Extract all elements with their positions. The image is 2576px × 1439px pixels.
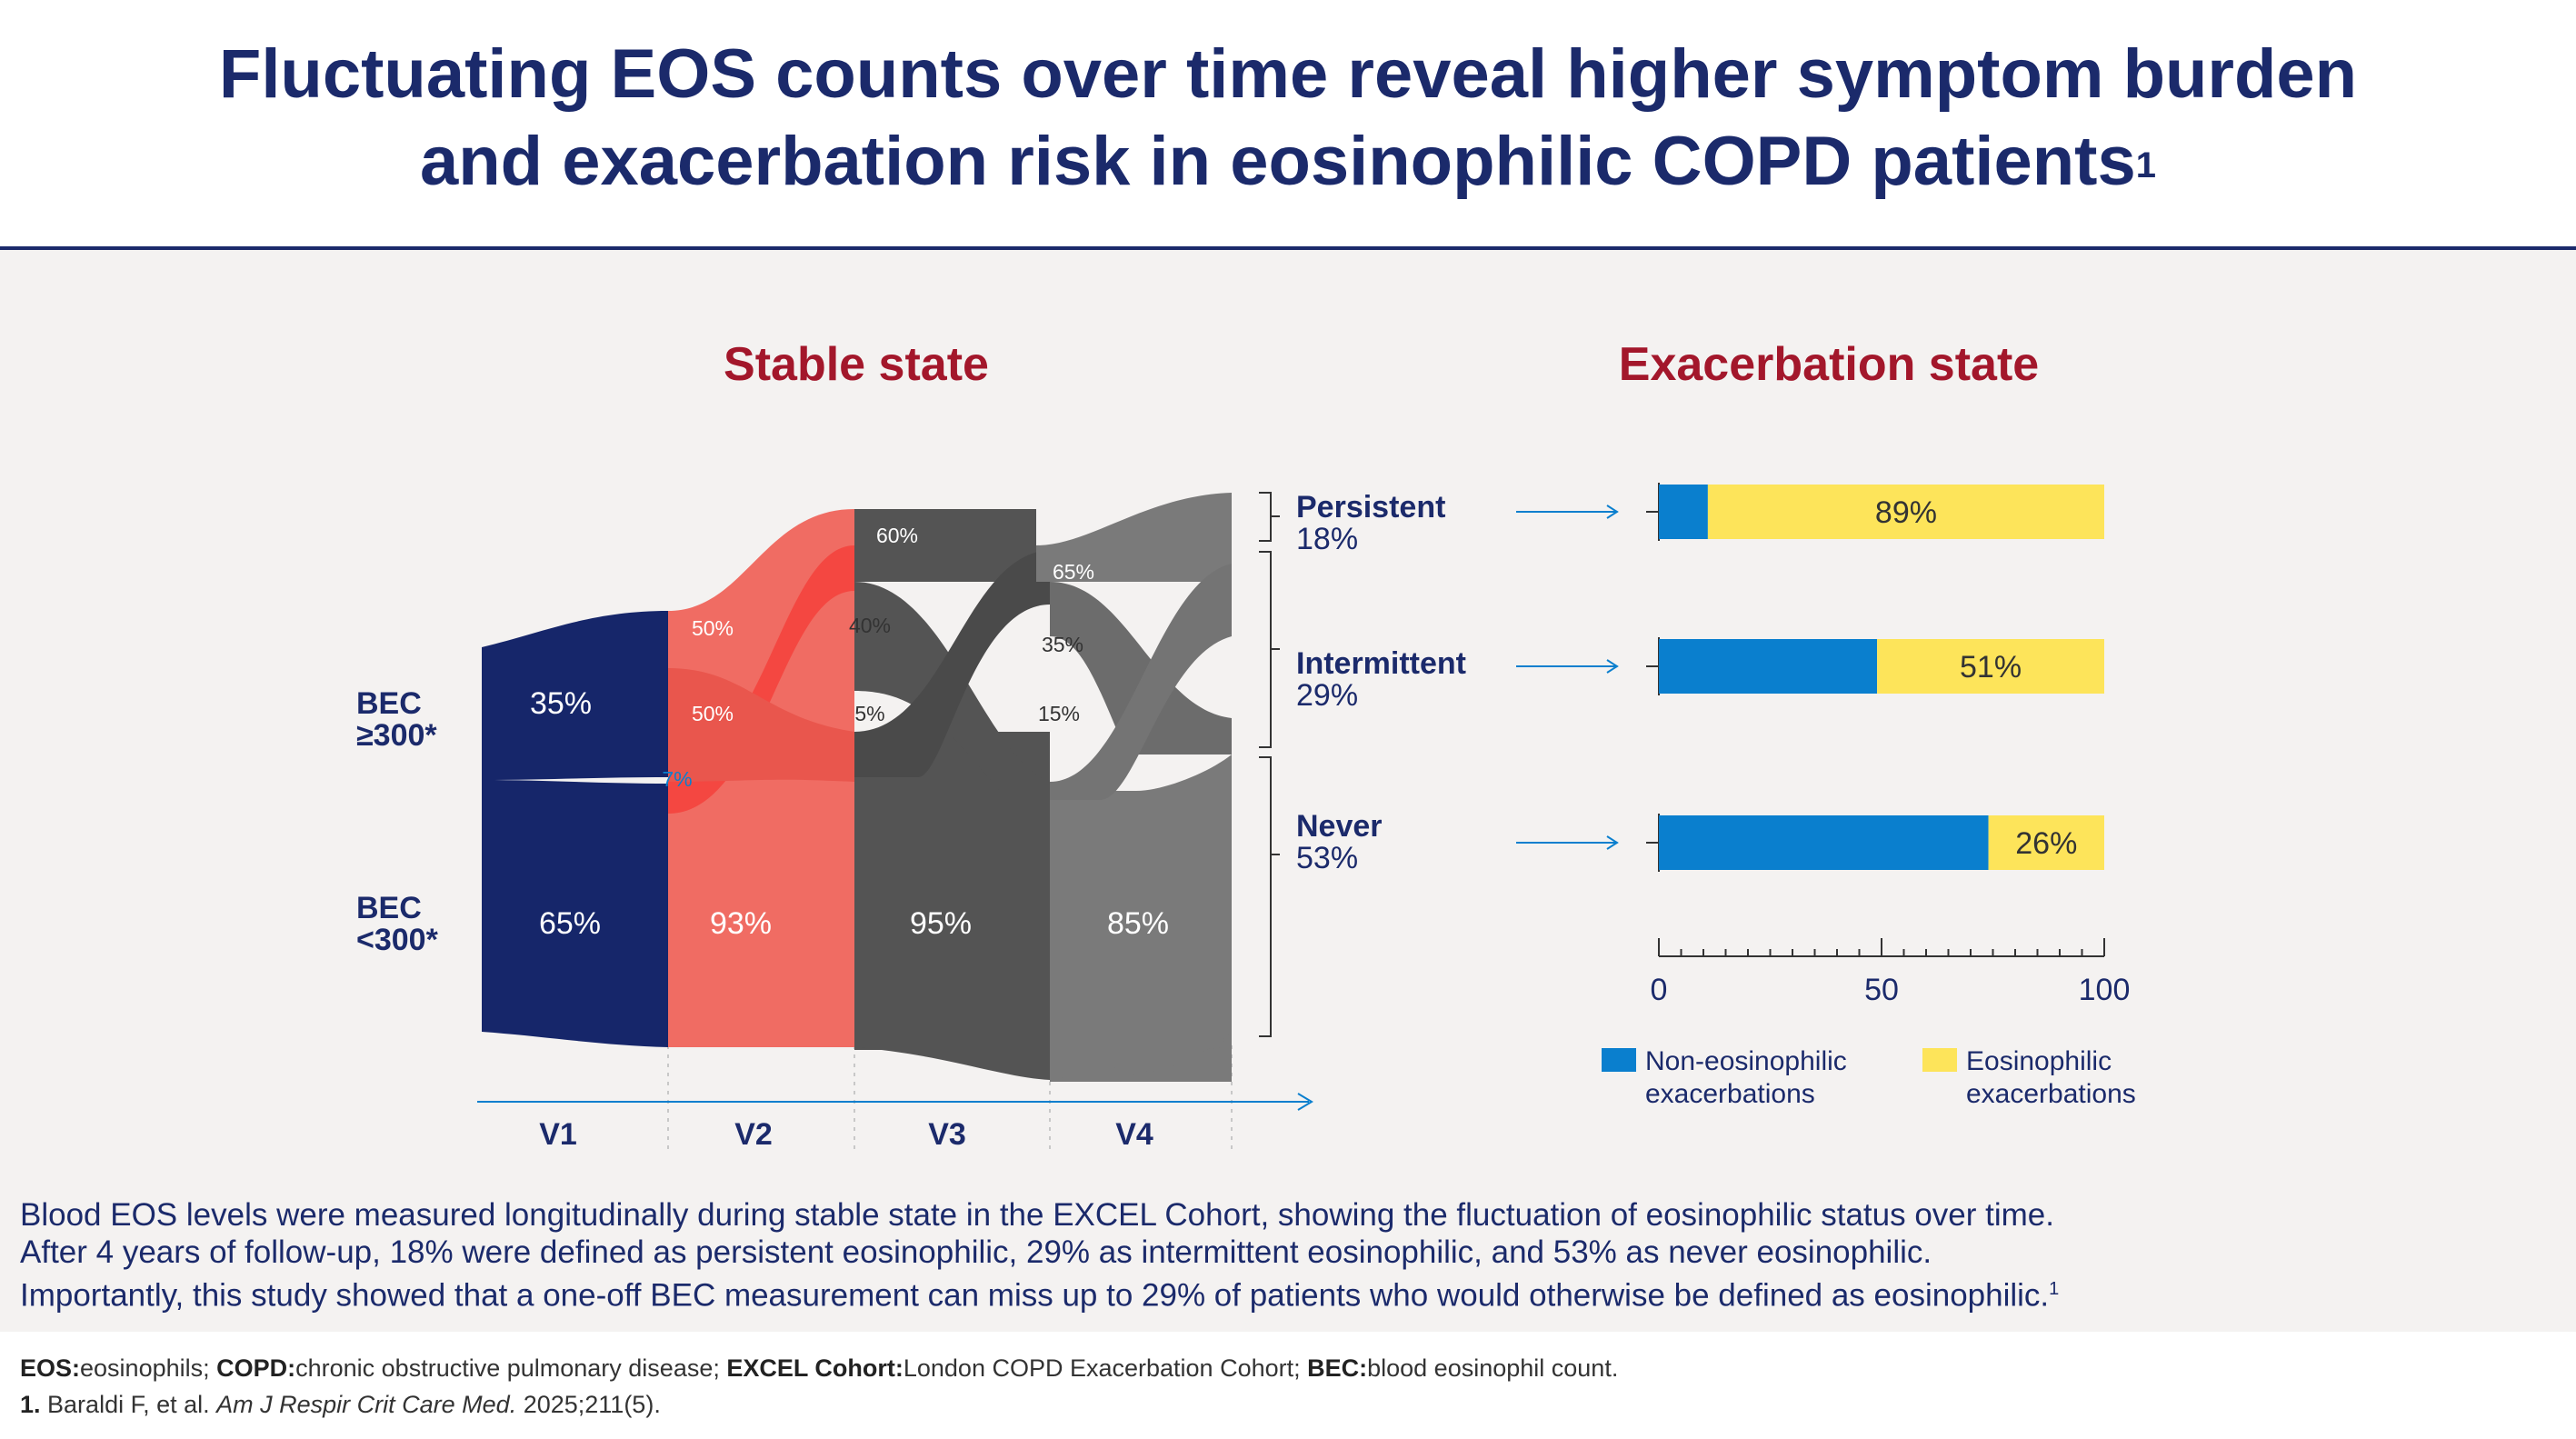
group-persistent-pct: 18% — [1296, 522, 1358, 556]
visit-v1: V1 — [539, 1117, 577, 1152]
v3-top-pct: 60% — [876, 524, 918, 547]
bar-persistent-non-eos — [1659, 485, 1708, 539]
bec-high-line2: ≥300* — [356, 718, 437, 753]
v2-high-mid-shade — [668, 668, 854, 782]
x-tick-label-0: 0 — [1651, 973, 1668, 1007]
v4-low-up-pct: 15% — [1038, 702, 1080, 725]
legend-non-eos-line1: Non-eosinophilic — [1645, 1046, 1847, 1076]
summary-line-3: Importantly, this study showed that a on… — [20, 1277, 2060, 1314]
legend-swatch-non-eos — [1602, 1048, 1636, 1072]
v4-low-up-flow — [1050, 564, 1232, 800]
v3-low-up-pct: 5% — [854, 702, 884, 725]
v1-high-block — [482, 611, 668, 780]
v4-top-pct: 65% — [1053, 560, 1094, 584]
exacerbation-state-heading: Exacerbation state — [1619, 338, 2039, 391]
exacerbation-bar-chart: 89% 51% 26% — [1646, 483, 2104, 872]
reference: 1. Baraldi F, et al. Am J Respir Crit Ca… — [20, 1391, 661, 1418]
v2-up-from-low-pct: 7% — [662, 767, 692, 791]
stream-small-labels: 50% 50% 7% 60% 40% 5% 65% 35% 15% — [662, 524, 1094, 791]
footer — [0, 1332, 2576, 1439]
group-persistent-name: Persistent — [1296, 490, 1445, 525]
chart-panel — [0, 250, 2576, 1332]
legend-non-eos-line2: exacerbations — [1645, 1079, 1815, 1109]
visit-v4: V4 — [1115, 1117, 1153, 1152]
visit-labels: V1 V2 V3 V4 — [539, 1117, 1153, 1152]
legend-swatch-eos — [1922, 1048, 1957, 1072]
bar-data-label-never: 26% — [2015, 826, 2077, 861]
v2-high-up-pct: 50% — [692, 616, 734, 640]
v3-mid-pct: 40% — [849, 614, 891, 637]
v2-high-mid-pct: 50% — [692, 702, 734, 725]
summary-line-2: After 4 years of follow-up, 18% were def… — [20, 1234, 1932, 1270]
x-tick-label-100: 100 — [2079, 973, 2131, 1007]
summary-line-1: Blood EOS levels were measured longitudi… — [20, 1197, 2054, 1233]
stream-main-labels: 35% 65% 93% 95% 85% — [530, 686, 1169, 941]
bar-data-label-persistent: 89% — [1875, 495, 1937, 530]
time-axis — [477, 1093, 1313, 1111]
bec-high-line1: BEC — [356, 686, 422, 721]
bar-x-ticks — [1658, 938, 2105, 956]
legend-eos-line2: exacerbations — [1966, 1079, 2136, 1109]
group-intermittent-name: Intermittent — [1296, 646, 1466, 681]
group-intermittent-pct: 29% — [1296, 678, 1358, 713]
v2-high-up-flow — [668, 509, 854, 668]
v1-low-pct: 65% — [539, 906, 601, 941]
v4-top-down-flow — [1050, 582, 1232, 754]
group-labels: Persistent 18% Intermittent 29% Never 53… — [1296, 490, 1466, 875]
bar-never-eos — [1988, 815, 2104, 870]
v4-mid-pct: 35% — [1042, 633, 1083, 656]
v3-bottom — [854, 1047, 1050, 1080]
page-title: Fluctuating EOS counts over time reveal … — [218, 35, 2358, 200]
bec-low-line2: <300* — [356, 923, 439, 957]
v3-low-up-flow — [854, 550, 1050, 777]
bec-labels: BEC ≥300* BEC <300* — [356, 686, 439, 957]
v3-top-block — [854, 509, 1036, 582]
group-never-name: Never — [1296, 809, 1383, 844]
header: Fluctuating EOS counts over time reveal … — [0, 0, 2576, 247]
bar-x-tick-labels: 0 50 100 — [1651, 973, 2131, 1007]
summary-text: Blood EOS levels were measured longitudi… — [20, 1196, 2547, 1314]
group-brackets — [1259, 492, 1280, 1037]
bar-data-label-intermittent: 51% — [1960, 650, 2022, 685]
bar-intermittent-non-eos — [1659, 639, 1878, 694]
v4-right-edge — [1136, 493, 1232, 1073]
visit-v2: V2 — [734, 1117, 773, 1152]
stable-state-heading: Stable state — [724, 338, 989, 391]
bec-low-line1: BEC — [356, 891, 422, 925]
v3-low-pct: 95% — [910, 906, 972, 941]
v2-low-up-flow — [668, 545, 854, 814]
v1-high-pct: 35% — [530, 686, 592, 721]
bar-intermittent-eos — [1877, 639, 2104, 694]
v4-low-pct: 85% — [1107, 906, 1169, 941]
group-never-pct: 53% — [1296, 841, 1358, 875]
abbreviations: EOS:eosinophils; COPD:chronic obstructiv… — [20, 1354, 1619, 1382]
legend-eos-line1: Eosinophilic — [1966, 1046, 2112, 1076]
group-arrows — [1516, 505, 1619, 850]
v2-low-pct: 93% — [710, 906, 772, 941]
x-tick-label-50: 50 — [1864, 973, 1899, 1007]
v1-low-block — [482, 780, 668, 1047]
bar-persistent-eos — [1707, 485, 2104, 539]
bar-legend: Non-eosinophilic exacerbations Eosinophi… — [1602, 1046, 2136, 1109]
bar-never-non-eos — [1659, 815, 1989, 870]
v4-top-block — [1036, 493, 1232, 582]
visit-v3: V3 — [928, 1117, 966, 1152]
title-divider — [0, 246, 2576, 250]
